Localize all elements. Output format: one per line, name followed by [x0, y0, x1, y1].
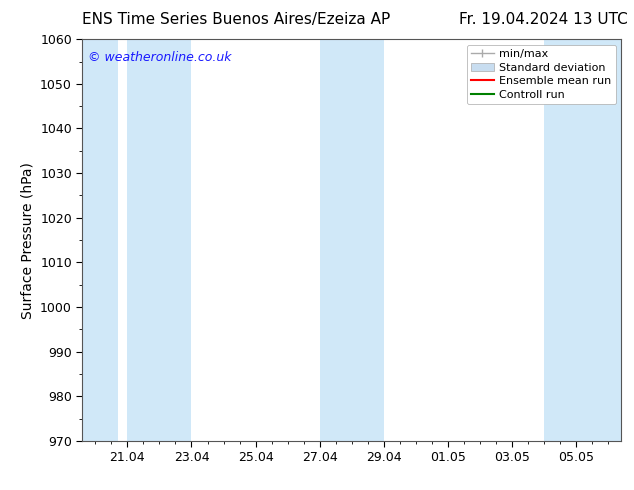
Text: ENS Time Series Buenos Aires/Ezeiza AP: ENS Time Series Buenos Aires/Ezeiza AP [82, 12, 391, 27]
Bar [320, 39, 384, 441]
Bar [82, 39, 118, 441]
Text: © weatheronline.co.uk: © weatheronline.co.uk [87, 51, 231, 64]
Bar [127, 39, 191, 441]
Y-axis label: Surface Pressure (hPa): Surface Pressure (hPa) [20, 162, 35, 318]
Text: Fr. 19.04.2024 13 UTC: Fr. 19.04.2024 13 UTC [459, 12, 628, 27]
Bar [545, 39, 621, 441]
Legend: min/max, Standard deviation, Ensemble mean run, Controll run: min/max, Standard deviation, Ensemble me… [467, 45, 616, 104]
